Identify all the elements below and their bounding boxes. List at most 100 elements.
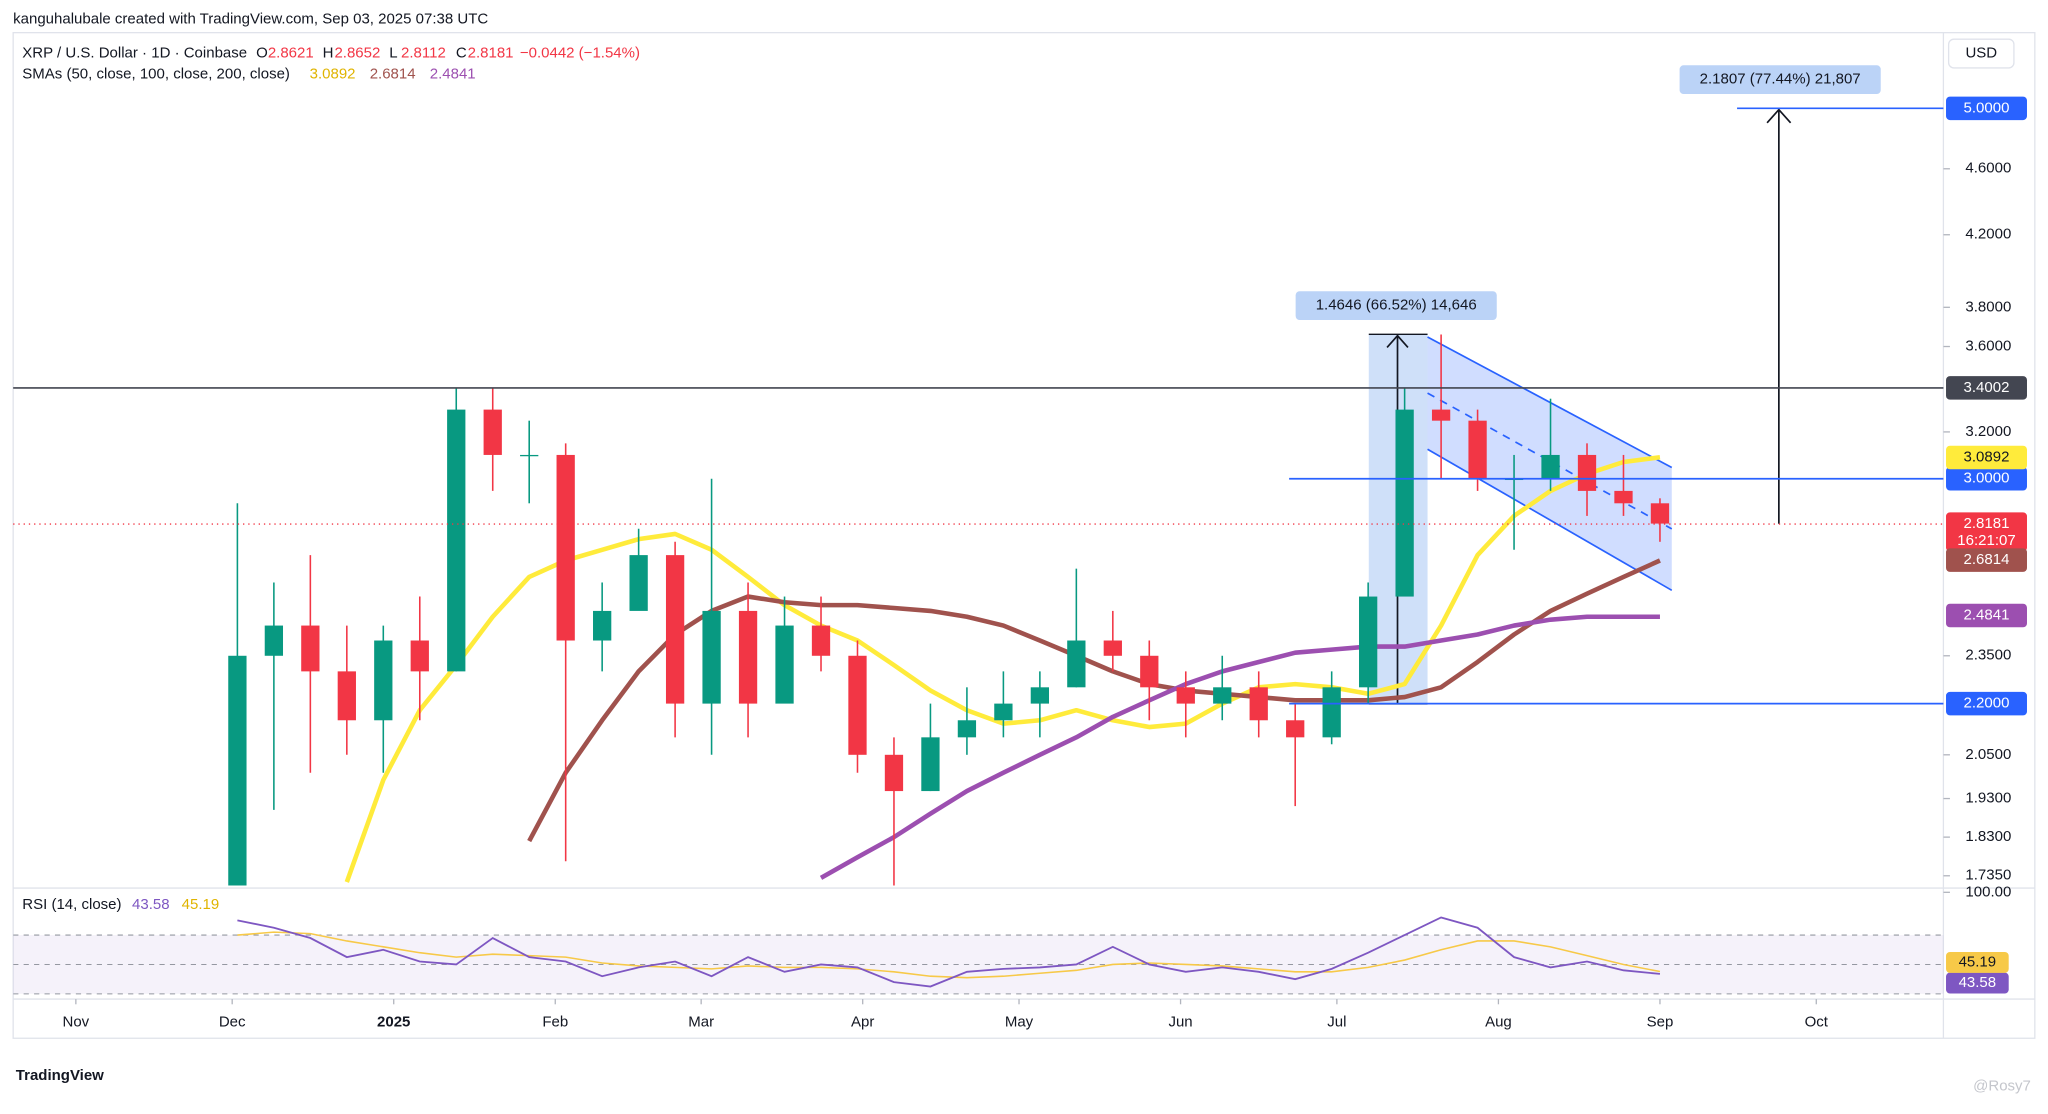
candle-body bbox=[1103, 640, 1122, 656]
change: −0.0442 (−1.54%) bbox=[520, 45, 640, 62]
ohlc-value: 2.8621 bbox=[268, 45, 314, 62]
sma-line bbox=[527, 558, 1661, 843]
candle-body bbox=[738, 610, 758, 704]
rsi-line bbox=[237, 916, 1661, 988]
candle-body bbox=[884, 754, 904, 792]
candle-body bbox=[337, 671, 356, 721]
arrow-head bbox=[1386, 334, 1409, 348]
channel-mid bbox=[1427, 392, 1673, 530]
rsi-label: RSI (14, close) bbox=[22, 896, 121, 913]
candle-body bbox=[957, 720, 977, 738]
candle-body bbox=[994, 703, 1013, 721]
rsi-pane bbox=[13, 916, 1944, 995]
x-tick-label: Feb bbox=[542, 1014, 568, 1031]
level-label: 3.0000 bbox=[1964, 470, 2010, 487]
candle-body bbox=[1650, 503, 1670, 524]
y-tick-label: 3.8000 bbox=[1965, 298, 2011, 315]
candle-body bbox=[775, 625, 794, 704]
candle-body bbox=[301, 625, 320, 672]
price-badge-label: 2.8181 bbox=[1964, 515, 2010, 532]
candle-body bbox=[1286, 720, 1305, 738]
candle-body bbox=[520, 454, 539, 457]
level-badge bbox=[1946, 691, 2027, 716]
price-badge-label: 3.0892 bbox=[1964, 448, 2010, 465]
channel-bottom bbox=[1427, 448, 1673, 592]
price-badge-label: 2.6814 bbox=[1964, 551, 2010, 568]
level-badge bbox=[1946, 466, 2027, 491]
candle-body bbox=[1431, 409, 1451, 421]
x-tick-label: Apr bbox=[851, 1014, 874, 1031]
candle-body bbox=[1176, 687, 1195, 704]
candle-body bbox=[228, 655, 247, 886]
candle-body bbox=[702, 610, 721, 704]
ohlc-key: H bbox=[323, 45, 334, 62]
y-tick-label: 3.2000 bbox=[1965, 423, 2011, 440]
currency-button[interactable] bbox=[1947, 38, 2015, 69]
y-tick-label: 4.6000 bbox=[1965, 160, 2011, 177]
watermark: @Rosy7 bbox=[1973, 1078, 2031, 1095]
price-badge bbox=[1946, 512, 2027, 552]
frame bbox=[12, 31, 2036, 1039]
sma-value: 2.4841 bbox=[430, 65, 476, 82]
ohlc-value: 2.8112 bbox=[401, 45, 446, 62]
x-tick-label: Sep bbox=[1647, 1014, 1674, 1031]
price-badge bbox=[1946, 445, 2027, 470]
symbol: XRP / U.S. Dollar · 1D · Coinbase bbox=[22, 45, 247, 62]
candle-body bbox=[1614, 490, 1633, 504]
channel-top bbox=[1427, 336, 1673, 469]
sma-value: 3.0892 bbox=[310, 65, 356, 82]
x-tick-label: Aug bbox=[1485, 1014, 1512, 1031]
candle-body bbox=[1249, 687, 1268, 721]
y-tick-label: 1.9300 bbox=[1965, 790, 2011, 807]
y-tick-label: 1.7350 bbox=[1965, 867, 2011, 884]
level-label: 2.2000 bbox=[1964, 695, 2010, 712]
candle-body bbox=[410, 640, 429, 672]
sma-value: 2.6814 bbox=[370, 65, 416, 82]
candle-body bbox=[593, 610, 612, 641]
countdown: 16:21:07 bbox=[1957, 532, 2015, 549]
level-badge bbox=[1946, 376, 2027, 400]
header: kanguhalubale created with TradingView.c… bbox=[13, 11, 488, 28]
candle-body bbox=[1541, 454, 1560, 479]
y-tick-label: 3.6000 bbox=[1965, 337, 2011, 354]
candle-body bbox=[1395, 409, 1414, 597]
candle-body bbox=[1067, 640, 1086, 688]
y-tick-label: 4.2000 bbox=[1965, 226, 2011, 243]
level-label: 3.4002 bbox=[1964, 379, 2010, 396]
rsi-value: 43.58 bbox=[132, 896, 170, 913]
annotation-box bbox=[1679, 65, 1881, 95]
x-tick-label: Jun bbox=[1168, 1014, 1192, 1031]
rsi-ma-value: 45.19 bbox=[182, 896, 220, 913]
annotation-box bbox=[1295, 291, 1497, 320]
rsi-tick-label: 100.00 bbox=[1965, 883, 2011, 900]
x-tick-label: Mar bbox=[688, 1014, 714, 1031]
candle-body bbox=[556, 454, 575, 641]
candle-body bbox=[848, 655, 867, 755]
price-badge bbox=[1946, 603, 2027, 628]
y-tick-label: 2.3500 bbox=[1965, 647, 2011, 664]
price-badge bbox=[1946, 548, 2027, 572]
level-label: 5.0000 bbox=[1964, 99, 2010, 116]
legend: XRP / U.S. Dollar · 1D · Coinbase O 2.8621… bbox=[22, 45, 640, 83]
currency[interactable]: USD bbox=[1965, 45, 1997, 62]
candle-body bbox=[921, 737, 940, 792]
y-tick-label: 1.8300 bbox=[1965, 828, 2011, 845]
x-tick-label: 2025 bbox=[377, 1014, 410, 1031]
y-tick-label: 2.0500 bbox=[1965, 746, 2011, 763]
sma-line bbox=[819, 614, 1660, 880]
candle-body bbox=[1359, 596, 1378, 688]
x-tick-label: Dec bbox=[219, 1014, 246, 1031]
candle-body bbox=[483, 409, 502, 455]
arrow-head bbox=[1766, 108, 1792, 124]
rsi-line bbox=[237, 931, 1661, 979]
logo: TradingView bbox=[16, 1067, 104, 1084]
ohlc-value: 2.8652 bbox=[334, 45, 380, 62]
level-badge bbox=[1946, 96, 2027, 121]
rsi-badge bbox=[1946, 972, 2009, 994]
sma-label: SMAs (50, close, 100, close, 200, close) bbox=[22, 65, 290, 82]
candle-body bbox=[374, 640, 393, 721]
candle-body bbox=[1213, 687, 1232, 704]
